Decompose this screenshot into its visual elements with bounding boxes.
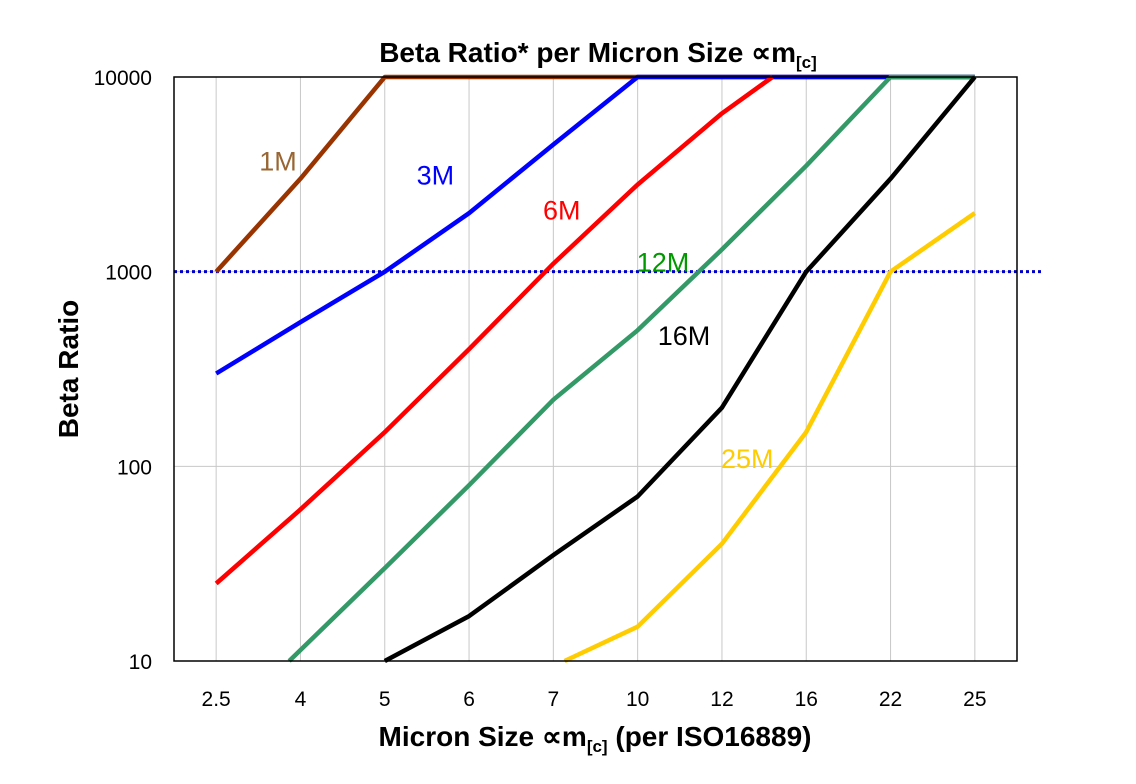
x-tick-label: 5 [379, 688, 391, 711]
title-unit: m [771, 37, 796, 68]
xlabel-subscript: [c] [587, 737, 608, 756]
x-tick-label: 6 [463, 688, 475, 711]
series-line-25m [563, 211, 977, 664]
plot-area-border [173, 76, 1018, 662]
title-main: Beta Ratio* per Micron Size [379, 37, 751, 68]
y-tick-labels: 10 100 1000 10000 [94, 67, 152, 674]
x-tick-label: 2.5 [202, 688, 231, 711]
x-tick-label: 16 [795, 688, 818, 711]
x-tick-label: 12 [710, 688, 733, 711]
y-tick-label: 10 [129, 651, 152, 674]
title-symbol: ∝ [751, 37, 771, 68]
x-axis-title: Micron Size ∝m[c] (per ISO16889) [379, 721, 812, 756]
xlabel-unit: m [562, 721, 587, 752]
series-label-6m: 6M [543, 196, 581, 226]
series-label-3m: 3M [417, 161, 455, 191]
series-labels: 1M 3M 6M 12M 16M 25M [259, 147, 773, 474]
x-tick-labels: 2.5 4 5 6 7 10 12 16 22 25 [202, 688, 987, 711]
x-tick-label: 22 [879, 688, 902, 711]
y-tick-label: 100 [117, 456, 152, 479]
series-line-16m [383, 75, 977, 663]
xlabel-symbol: ∝ [542, 721, 562, 752]
xlabel-suffix: (per ISO16889) [608, 721, 812, 752]
y-axis-title: Beta Ratio [53, 300, 84, 438]
series-label-1m: 1M [259, 147, 297, 177]
x-tick-label: 7 [548, 688, 560, 711]
xlabel-prefix: Micron Size [379, 721, 542, 752]
x-tick-label: 10 [626, 688, 649, 711]
series-label-12m: 12M [637, 248, 690, 278]
series-line-12m [287, 74, 975, 663]
series-label-16m: 16M [658, 321, 711, 351]
y-tick-label: 1000 [105, 262, 152, 285]
chart-title: Beta Ratio* per Micron Size ∝m[c] [379, 37, 817, 72]
x-tick-label: 4 [295, 688, 307, 711]
title-subscript: [c] [796, 53, 817, 72]
series-label-25m: 25M [721, 444, 774, 474]
x-tick-label: 25 [963, 688, 986, 711]
series-line-6m [214, 75, 774, 586]
y-tick-label: 10000 [94, 67, 152, 90]
